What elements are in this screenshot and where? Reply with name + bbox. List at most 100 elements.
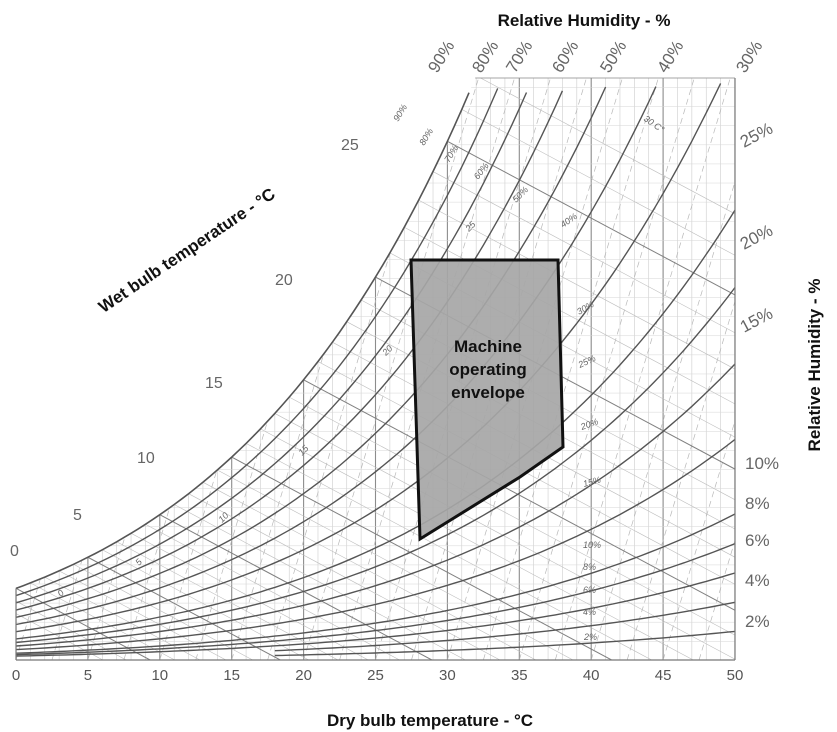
wet-bulb-inline-label: 20 — [380, 343, 395, 358]
wet-bulb-line — [217, 469, 574, 660]
dashed-volume-line — [0, 78, 11, 660]
wet-bulb-axis-title: Wet bulb temperature - °C — [95, 184, 279, 316]
dashed-volume-line — [16, 78, 192, 660]
rh-right-tick-label: 20% — [737, 221, 776, 254]
wet-bulb-line — [476, 78, 735, 660]
x-tick-label: 30 — [439, 667, 456, 684]
rh-top-tick-label: 70% — [502, 37, 536, 76]
wet-bulb-tick-label: 0 — [10, 543, 19, 560]
rh-curve-2 — [274, 630, 736, 657]
rh-inline-label: 2% — [583, 632, 597, 642]
rh-curve-25 — [15, 287, 736, 644]
rh-inline-label: 15% — [582, 475, 602, 489]
rh-right-tick-label: 15% — [737, 304, 776, 337]
x-axis-title: Dry bulb temperature - °C — [327, 711, 533, 730]
rh-inline-label: 50% — [510, 185, 530, 205]
wet-bulb-line — [44, 576, 201, 660]
wet-bulb-inline-label: 15 — [296, 443, 311, 458]
x-tick-label: 35 — [511, 667, 528, 684]
dashed-volume-line — [195, 78, 372, 660]
rh-top-tick-label: 80% — [468, 37, 502, 76]
rh-inline-label: 80% — [417, 126, 435, 147]
wet-bulb-line — [432, 171, 735, 660]
rh-inline-label: 25% — [576, 353, 597, 370]
dashed-volume-line — [554, 78, 731, 660]
wet-bulb-line — [245, 443, 652, 660]
rh-top-title: Relative Humidity - % — [498, 11, 671, 30]
wet-bulb-tick-label: 15 — [205, 375, 223, 392]
rh-curve-40 — [15, 83, 722, 633]
dashed-volume-line — [16, 78, 48, 660]
wet-bulb-inline-label: 0 — [55, 588, 66, 599]
wet-bulb-line — [159, 514, 433, 660]
wet-bulb-line — [418, 199, 735, 660]
wet-bulb-tick-label: 25 — [341, 137, 359, 154]
x-tick-label: 10 — [151, 667, 168, 684]
dashed-volume-line — [16, 78, 84, 660]
rh-inline-label: 20% — [578, 416, 599, 432]
x-tick-label: 0 — [12, 667, 20, 684]
x-tick-label: 15 — [223, 667, 240, 684]
dashed-volume-line — [303, 78, 479, 660]
rh-top-tick-label: 50% — [596, 37, 630, 76]
wet-bulb-line — [303, 379, 735, 660]
x-tick-label: 5 — [84, 667, 92, 684]
rh-right-tick-label: 8% — [745, 494, 770, 513]
rh-inline-label: 4% — [583, 607, 596, 617]
rh-curve-4 — [274, 601, 736, 652]
wet-bulb-line — [188, 493, 501, 660]
rh-inline-label: 8% — [583, 562, 596, 572]
x-tick-label: 50 — [727, 667, 744, 684]
rh-top-tick-label: 40% — [653, 37, 687, 76]
dashed-volume-line — [771, 78, 837, 660]
wet-bulb-line — [289, 396, 735, 660]
rh-right-tick-label: 25% — [737, 119, 776, 152]
dashed-volume-line — [698, 78, 735, 660]
rh-right-tick-label: 2% — [745, 612, 770, 631]
rh-inline-label: 10% — [583, 540, 601, 550]
rh-top-tick-label: 30% — [732, 37, 766, 76]
wet-bulb-line — [130, 533, 369, 660]
rh-inline-label: 90% — [391, 102, 409, 123]
wet-bulb-line — [58, 570, 227, 660]
rh-curve-8 — [15, 542, 736, 656]
rh-top-tick-label: 90% — [424, 37, 458, 76]
x-tick-label: 45 — [655, 667, 672, 684]
wet-bulb-line — [73, 564, 253, 660]
dashed-volume-line — [231, 78, 408, 660]
dashed-volume-line — [123, 78, 300, 660]
dashed-volume-line — [267, 78, 443, 660]
x-tick-label: 25 — [367, 667, 384, 684]
rh-top-tick-label: 60% — [548, 37, 582, 76]
rh-right-tick-label: 4% — [745, 571, 770, 590]
rh-right-tick-label: 6% — [745, 531, 770, 550]
rh-curve-15 — [15, 438, 736, 651]
rh-curve-10 — [15, 513, 736, 654]
x-tick-label: 40 — [583, 667, 600, 684]
rh-inline-label: 40% — [558, 211, 578, 230]
wet-bulb-tick-label: 10 — [137, 450, 155, 467]
rh-right-title: Relative Humidity - % — [805, 279, 824, 452]
rh-curve-30 — [15, 209, 736, 640]
wet-bulb-inline-label: 10 — [216, 510, 230, 524]
x-tick-label: 20 — [295, 667, 312, 684]
rh-inline-label: 6% — [583, 585, 596, 595]
wet-bulb-inline-label: 5 — [133, 556, 144, 567]
rh-right-tick-label: 10% — [745, 454, 779, 473]
dashed-volume-line — [626, 78, 735, 660]
wet-bulb-line — [317, 361, 735, 660]
wet-bulb-line — [447, 140, 735, 660]
wet-bulb-line — [231, 456, 612, 660]
wet-bulb-tick-label: 20 — [275, 272, 293, 289]
dashed-volume-line — [159, 78, 336, 660]
wet-bulb-line — [145, 524, 400, 660]
boundary-layer — [15, 77, 736, 661]
envelope-label-line-1: Machine — [454, 337, 522, 356]
envelope-label-line-3: envelope — [451, 383, 525, 402]
rh-curve-6 — [15, 572, 736, 657]
saturation-curve — [15, 92, 470, 590]
wet-bulb-tick-label: 5 — [73, 507, 82, 524]
rh-curve-90 — [15, 88, 499, 597]
wet-bulb-line — [102, 549, 309, 660]
